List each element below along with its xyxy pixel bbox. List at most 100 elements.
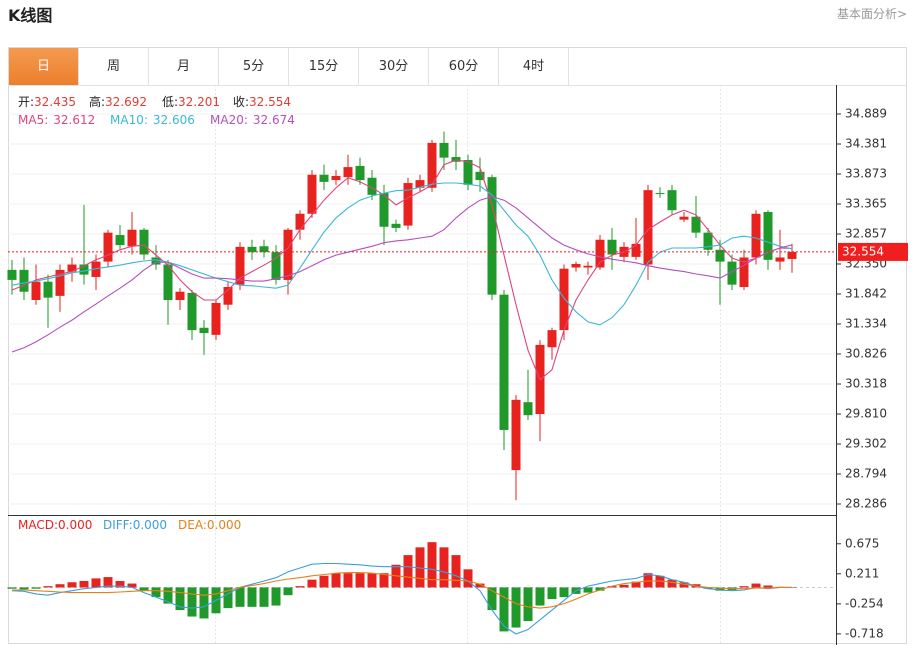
candle-body	[691, 216, 701, 233]
macd-bar	[235, 587, 245, 607]
macd-legend-value: 0.000	[207, 518, 241, 532]
macd-bar	[283, 587, 293, 596]
last-price-box	[838, 242, 908, 261]
macd-bar	[331, 573, 341, 588]
candle-body	[427, 142, 437, 188]
macd-bar	[163, 587, 173, 604]
ohlc-info: 低:32.201	[162, 95, 220, 109]
macd-bar	[55, 584, 65, 588]
macd-bar	[79, 580, 89, 588]
macd-bar	[115, 580, 125, 588]
macd-bar	[7, 587, 17, 589]
candle-body	[199, 327, 209, 334]
macd-bar	[559, 587, 569, 598]
candle-body	[379, 193, 389, 227]
ma-name: MA5:	[18, 113, 48, 127]
macd-bar	[655, 575, 665, 588]
macd-bar	[739, 586, 749, 588]
ma-value: 32.606	[153, 113, 195, 127]
macd-bar	[499, 587, 509, 632]
ohlc-value: 32.435	[34, 95, 76, 109]
candle-body	[547, 330, 557, 348]
macd-bar	[487, 587, 497, 611]
y-tick-label: 30.318	[845, 376, 887, 390]
y-tick-label: -0.718	[845, 626, 884, 640]
candle-body	[571, 263, 581, 268]
macd-legend-value: 0.000	[58, 518, 92, 532]
candle-body	[607, 239, 617, 255]
candle-body	[307, 174, 317, 214]
last-price-label: 32.554	[842, 244, 884, 258]
y-tick-label: -0.254	[845, 596, 884, 610]
macd-bar	[31, 587, 41, 589]
candle-body	[247, 246, 257, 253]
candle-body	[7, 269, 17, 280]
candle-body	[703, 232, 713, 250]
candle-body	[463, 160, 473, 185]
macd-bar	[19, 587, 29, 590]
ma-legend: MA20: 32.674	[210, 113, 295, 127]
ohlc-value: 32.554	[249, 95, 291, 109]
ma-name: MA10:	[110, 113, 148, 127]
macd-bar	[415, 547, 425, 588]
candle-body	[271, 252, 281, 280]
ma-value: 32.612	[53, 113, 95, 127]
candle-body	[775, 257, 785, 262]
ohlc-label: 收:	[233, 95, 249, 109]
period-tab[interactable]: 4时	[499, 48, 569, 85]
candle-body	[595, 239, 605, 268]
candle-body	[475, 171, 485, 181]
period-tab[interactable]: 周	[79, 48, 149, 85]
candle-body	[319, 174, 329, 182]
macd-bar	[379, 573, 389, 588]
macd-bar	[103, 577, 113, 588]
macd-bar	[619, 584, 629, 588]
y-tick-label: 32.857	[845, 227, 887, 241]
period-tab[interactable]: 60分	[429, 48, 499, 85]
candle-body	[511, 399, 521, 471]
ohlc-info: 开:32.435	[18, 95, 76, 109]
candle-body	[751, 213, 761, 258]
period-tab[interactable]: 5分	[219, 48, 289, 85]
candle-body	[763, 211, 773, 260]
macd-bar	[307, 579, 317, 588]
period-tab[interactable]: 30分	[359, 48, 429, 85]
macd-bar	[247, 587, 257, 607]
candle-body	[115, 235, 125, 246]
candle-body	[667, 190, 677, 211]
macd-bar	[763, 585, 773, 588]
macd-bar	[295, 586, 305, 588]
macd-legend-label: MACD:	[18, 518, 58, 532]
candle-body	[187, 292, 197, 331]
candle-body	[355, 165, 365, 181]
y-tick-label: 31.334	[845, 316, 887, 330]
candle-body	[439, 142, 449, 158]
candle-body	[67, 264, 77, 272]
line	[11, 196, 793, 353]
macd-bar	[259, 587, 269, 607]
period-tab[interactable]: 月	[149, 48, 219, 85]
macd-bar	[583, 587, 593, 593]
ohlc-info: 高:32.692	[89, 94, 147, 109]
candle-body	[235, 246, 245, 285]
candle-body	[139, 229, 149, 255]
candle-body	[103, 232, 113, 262]
candle-body	[739, 257, 749, 288]
candle-body	[583, 265, 593, 268]
period-tab[interactable]: 日	[9, 48, 79, 85]
candle-body	[43, 281, 53, 298]
candle-body	[223, 287, 233, 305]
macd-bar	[271, 587, 281, 606]
macd-legend-value: 0.000	[133, 518, 167, 532]
candle-body	[727, 261, 737, 285]
candle-body	[631, 243, 641, 257]
period-tab[interactable]: 15分	[289, 48, 359, 85]
macd-bar	[439, 547, 449, 588]
fundamental-link[interactable]: 基本面分析>	[836, 7, 907, 21]
macd-bar	[547, 587, 557, 600]
macd-bar	[595, 587, 605, 591]
ma-name: MA20:	[210, 113, 248, 127]
y-tick-label: 30.826	[845, 346, 887, 360]
y-tick-label: 29.810	[845, 406, 887, 420]
